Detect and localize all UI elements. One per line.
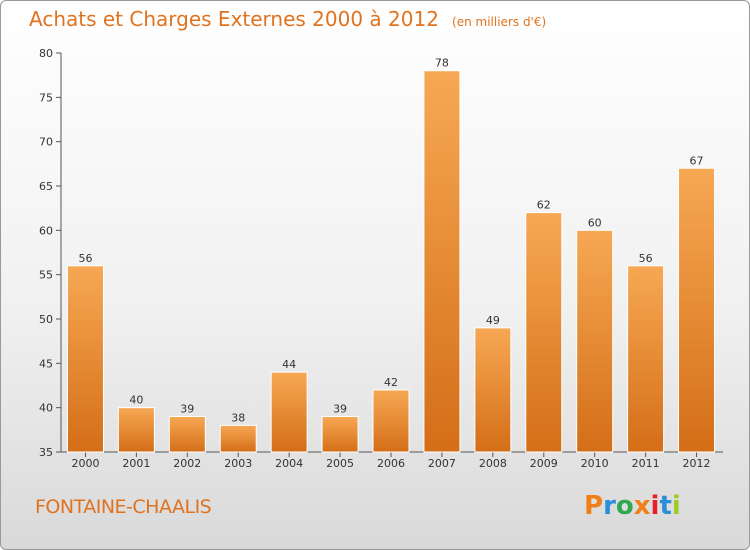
- x-tick-label-2005: 2005: [326, 457, 354, 470]
- bar-2011: [627, 265, 665, 453]
- logo-letter: t: [659, 491, 672, 521]
- bar-2002: [168, 416, 206, 453]
- logo-letter: o: [615, 491, 634, 521]
- bar-2004: [270, 371, 308, 453]
- y-tick-label: 55: [39, 269, 53, 282]
- y-tick-label: 65: [39, 180, 53, 193]
- x-tick-label-2006: 2006: [377, 457, 405, 470]
- commune-name: FONTAINE-CHAALIS: [35, 496, 212, 518]
- y-tick-label: 40: [39, 402, 53, 415]
- bar-2012: [678, 167, 716, 453]
- chart-unit-note: (en milliers d'€): [452, 15, 547, 29]
- x-tick-label-2002: 2002: [173, 457, 201, 470]
- bar-2000: [66, 265, 104, 453]
- value-label-2003: 38: [231, 411, 245, 424]
- y-tick-label: 35: [39, 446, 53, 459]
- x-tick-label-2004: 2004: [275, 457, 303, 470]
- value-label-2002: 39: [180, 403, 194, 416]
- value-label-2001: 40: [129, 394, 143, 407]
- logo-letter: P: [584, 491, 604, 521]
- value-label-2007: 78: [435, 57, 449, 70]
- x-tick-label-2003: 2003: [224, 457, 252, 470]
- chart-header: Achats et Charges Externes 2000 à 2012 (…: [29, 7, 546, 31]
- logo-letter: i: [671, 491, 681, 521]
- bar-2005: [321, 416, 359, 453]
- value-label-2004: 44: [282, 358, 296, 371]
- x-tick-label-2001: 2001: [122, 457, 150, 470]
- value-label-2008: 49: [486, 314, 500, 327]
- y-tick-label: 60: [39, 224, 53, 237]
- value-label-2010: 60: [588, 216, 602, 229]
- bar-2003: [219, 424, 257, 453]
- x-tick-label-2010: 2010: [581, 457, 609, 470]
- bar-2007: [423, 70, 461, 453]
- value-label-2006: 42: [384, 376, 398, 389]
- value-label-2000: 56: [78, 252, 92, 265]
- y-tick-label: 80: [39, 47, 53, 60]
- value-label-2005: 39: [333, 403, 347, 416]
- chart-title: Achats et Charges Externes 2000 à 2012: [29, 7, 439, 31]
- chart-axes: 35 40 45 50 55 60 65 70 75 80 2000 2001 2002 2003 2004…: [39, 47, 723, 470]
- bar-2009: [525, 212, 563, 453]
- bar-2006: [372, 389, 410, 453]
- y-tick-label: 70: [39, 136, 53, 149]
- bar-2010: [576, 229, 614, 453]
- y-tick-label: 45: [39, 357, 53, 370]
- value-label-2012: 67: [690, 154, 704, 167]
- x-tick-label-2011: 2011: [632, 457, 660, 470]
- y-tick-label: 75: [39, 91, 53, 104]
- chart-value-labels: 56 40 39 38 44 39 42 78 49 62 60 56 67: [78, 57, 703, 425]
- value-label-2009: 62: [537, 199, 551, 212]
- x-tick-label-2009: 2009: [530, 457, 558, 470]
- x-tick-label-2012: 2012: [683, 457, 711, 470]
- logo-letter: i: [650, 491, 660, 521]
- x-tick-label-2000: 2000: [71, 457, 99, 470]
- logo-letter: x: [633, 491, 651, 521]
- proxiti-logo[interactable]: Proxiti: [584, 491, 681, 521]
- y-tick-label: 50: [39, 313, 53, 326]
- value-label-2011: 56: [639, 252, 653, 265]
- x-tick-label-2008: 2008: [479, 457, 507, 470]
- bar-2001: [117, 407, 155, 453]
- logo-letter: r: [603, 491, 616, 521]
- x-tick-label-2007: 2007: [428, 457, 456, 470]
- chart-bars: [66, 70, 716, 453]
- bar-2008: [474, 327, 512, 453]
